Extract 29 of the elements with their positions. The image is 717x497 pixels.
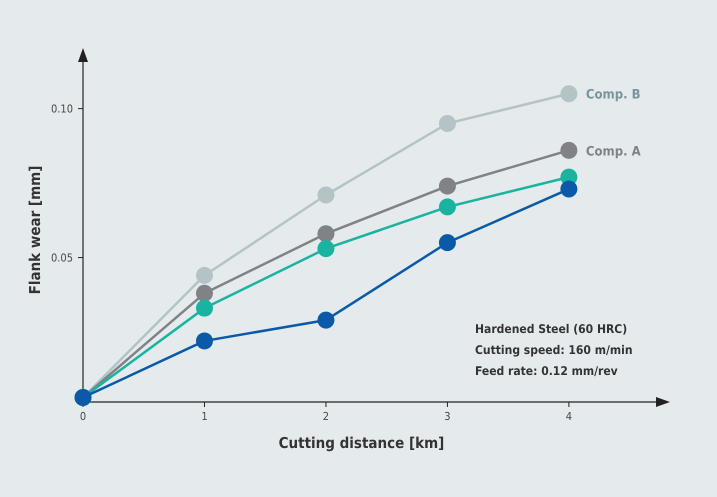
- point: [317, 240, 334, 258]
- x-tick-label: 1: [201, 410, 208, 423]
- point: [438, 234, 456, 252]
- point: [317, 186, 334, 204]
- x-tick-label: 3: [444, 410, 451, 423]
- point: [196, 332, 213, 350]
- point: [196, 284, 213, 302]
- annotation: Cutting speed: 160 m/min: [475, 343, 633, 357]
- y-tick-label: 0.05: [50, 252, 73, 265]
- point: [560, 85, 578, 102]
- series-label: Comp. A: [586, 144, 641, 160]
- point: [560, 180, 578, 198]
- y-axis-title: Flank wear [mm]: [26, 166, 44, 294]
- x-tick-label: 0: [80, 410, 86, 423]
- point: [438, 178, 456, 195]
- point: [196, 266, 213, 284]
- point: [438, 115, 456, 132]
- point: [560, 142, 578, 159]
- point: [317, 225, 334, 242]
- point: [317, 312, 334, 329]
- x-axis-title: Cutting distance [km]: [278, 434, 444, 452]
- point: [438, 198, 456, 216]
- annotation: Hardened Steel (60 HRC): [475, 322, 628, 336]
- x-tick-label: 4: [566, 410, 572, 423]
- series-label: Comp. B: [586, 88, 641, 103]
- point: [196, 300, 213, 317]
- y-tick-label: 0.10: [50, 102, 73, 116]
- annotation: Feed rate: 0.12 mm/rev: [475, 364, 618, 378]
- x-tick-label: 2: [322, 410, 330, 423]
